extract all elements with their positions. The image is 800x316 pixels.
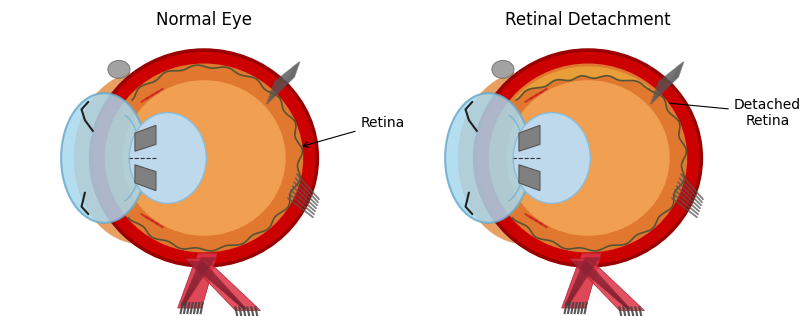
- Ellipse shape: [108, 60, 130, 78]
- Ellipse shape: [492, 60, 514, 78]
- Text: Detached
Retina: Detached Retina: [659, 98, 800, 128]
- Ellipse shape: [61, 93, 147, 223]
- Ellipse shape: [489, 64, 687, 252]
- Ellipse shape: [90, 50, 318, 266]
- Polygon shape: [562, 253, 602, 308]
- Text: Retinal Detachment: Retinal Detachment: [505, 11, 671, 29]
- Polygon shape: [186, 258, 260, 310]
- Ellipse shape: [129, 112, 206, 204]
- Ellipse shape: [74, 72, 210, 244]
- Ellipse shape: [639, 104, 696, 191]
- Ellipse shape: [255, 104, 312, 191]
- Ellipse shape: [474, 50, 702, 266]
- Polygon shape: [519, 125, 540, 151]
- Text: Retina: Retina: [303, 116, 405, 147]
- Polygon shape: [519, 165, 540, 191]
- Polygon shape: [178, 253, 218, 308]
- Ellipse shape: [445, 93, 531, 223]
- Ellipse shape: [105, 64, 303, 252]
- Ellipse shape: [122, 80, 286, 236]
- Ellipse shape: [506, 80, 670, 236]
- Polygon shape: [514, 66, 650, 100]
- Polygon shape: [135, 125, 156, 151]
- Ellipse shape: [458, 72, 594, 244]
- Text: Normal Eye: Normal Eye: [156, 11, 252, 29]
- Ellipse shape: [513, 112, 590, 204]
- Polygon shape: [135, 165, 156, 191]
- Polygon shape: [570, 258, 644, 310]
